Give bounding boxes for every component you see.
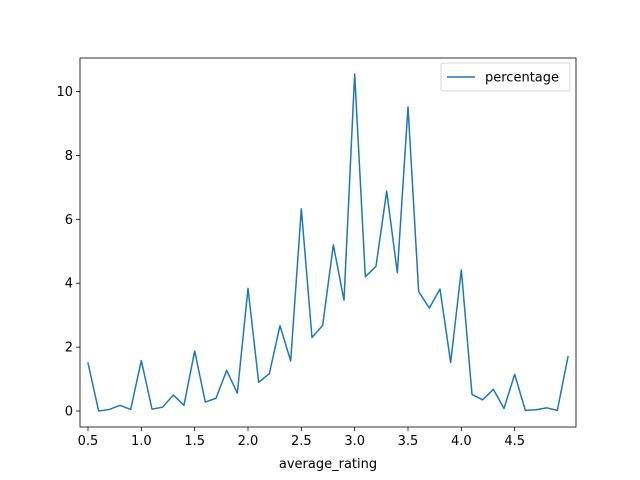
x-axis-ticks: 0.5 1.0 1.5 2.0 2.5 3.0 3.5 4.0 4.5 [78, 427, 525, 449]
x-tick-label: 0.5 [78, 434, 99, 449]
y-tick-label: 8 [65, 149, 73, 164]
y-tick-label: 0 [65, 405, 73, 420]
x-tick-label: 3.5 [398, 434, 419, 449]
x-tick-label: 2.0 [238, 434, 259, 449]
y-tick-label: 10 [56, 85, 73, 100]
y-axis-ticks: 0 2 4 6 8 10 [56, 85, 80, 420]
plot-frame [79, 57, 577, 428]
x-axis-label: average_rating [279, 457, 377, 472]
x-tick-label: 2.5 [291, 434, 312, 449]
legend-box [440, 62, 571, 92]
x-tick-label: 1.5 [184, 434, 205, 449]
y-tick-label: 2 [65, 341, 73, 356]
y-tick-label: 4 [65, 277, 73, 292]
x-tick-label: 4.0 [451, 434, 472, 449]
x-tick-label: 1.0 [131, 434, 152, 449]
x-tick-label: 3.0 [344, 434, 365, 449]
plot-area [80, 58, 576, 427]
x-tick-label: 4.5 [504, 434, 525, 449]
legend: percentage [440, 62, 571, 92]
legend-label-percentage: percentage [485, 71, 559, 86]
y-tick-label: 6 [65, 213, 73, 228]
series-line-percentage [87, 73, 569, 412]
